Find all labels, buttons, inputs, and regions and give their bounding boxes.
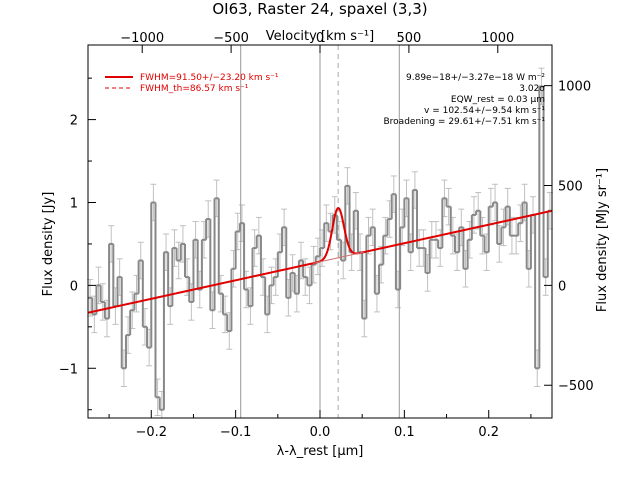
x-tick-label: −0.2	[135, 425, 167, 440]
top-tick-label: −1000	[120, 31, 164, 46]
y-tick-label: 0	[70, 279, 78, 294]
right-tick-label: −500	[558, 379, 594, 394]
fit-annotations: 9.89e−18+/−3.27e−18 W m⁻² 3.02σ EQW_rest…	[384, 73, 546, 127]
y-tick-label: 2	[70, 114, 78, 129]
legend-fwhm-th-label: FWHM_th=86.57 km s⁻¹	[140, 84, 249, 94]
right-tick-label: 1000	[558, 80, 591, 95]
data-series	[87, 85, 553, 411]
right-tick-label: 500	[558, 180, 583, 195]
x-tick-label: 0.0	[310, 425, 331, 440]
y-tick-label: 1	[70, 196, 78, 211]
annotation-sigma: 3.02σ	[519, 84, 545, 94]
top-tick-label: 1000	[481, 31, 514, 46]
annotation-broadening: Broadening = 29.61+/−7.51 km s⁻¹	[384, 117, 546, 127]
x-tick-label: 0.1	[394, 425, 415, 440]
top-tick-label: 0	[316, 31, 324, 46]
y-axis-label: Flux density [Jy]	[41, 192, 56, 297]
x-tick-label: 0.2	[478, 425, 499, 440]
top-tick-label: 500	[396, 31, 421, 46]
legend: FWHM=91.50+/−23.20 km s⁻¹ FWHM_th=86.57 …	[105, 73, 279, 94]
top-axis-label: Velocity [km s⁻¹]	[266, 29, 374, 44]
x-tick-label: −0.1	[220, 425, 252, 440]
right-axis-label: Flux density [MJy sr⁻¹]	[595, 168, 610, 312]
axes	[87, 44, 553, 419]
annotation-velocity: v = 102.54+/−9.54 km s⁻¹	[424, 106, 545, 116]
annotation-eqw: EQW_rest = 0.03 μm	[451, 95, 545, 105]
annotation-flux: 9.89e−18+/−3.27e−18 W m⁻²	[406, 73, 545, 83]
legend-fwhm-label: FWHM=91.50+/−23.20 km s⁻¹	[140, 73, 279, 83]
tick-labels: −0.2 −0.1 0.0 0.1 0.2 −1 0 1 2 −1000 −500 0 500 1000 −…	[59, 31, 594, 440]
top-tick-label: −500	[213, 31, 249, 46]
continuum-segment	[312, 251, 364, 264]
x-axis-label: λ-λ_rest [μm]	[277, 444, 364, 459]
right-tick-label: 0	[558, 279, 566, 294]
y-tick-label: −1	[59, 362, 78, 377]
chart-title: OI63, Raster 24, spaxel (3,3)	[212, 0, 427, 18]
